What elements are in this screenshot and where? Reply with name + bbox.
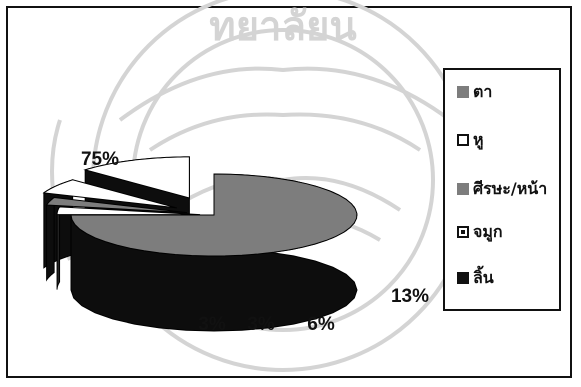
legend-label: จมูก <box>473 221 503 241</box>
data-label-1: 3% <box>198 314 226 335</box>
legend-item-3: จมูก <box>457 221 503 243</box>
legend-swatch <box>457 183 469 195</box>
pie-slice-1 <box>56 206 201 216</box>
legend-swatch <box>457 226 469 238</box>
pie-slice-side-1 <box>56 205 61 290</box>
legend-swatch <box>457 134 469 146</box>
pie-slice-0 <box>70 173 358 257</box>
legend-swatch <box>457 86 469 98</box>
data-label-2: 3% <box>247 314 275 335</box>
legend-swatch <box>457 272 469 284</box>
chart-legend: ตาหูศีรษะ/หน้าจมูกลิ้น <box>443 68 561 311</box>
legend-item-4: ลิ้น <box>457 267 494 289</box>
data-label-4: 13% <box>391 286 429 307</box>
data-label-3: 6% <box>307 314 335 335</box>
legend-label: ลิ้น <box>473 267 494 287</box>
pie-slice-side-2 <box>46 196 55 282</box>
legend-item-1: หู <box>457 129 484 151</box>
legend-label: ศีรษะ/หน้า <box>473 178 548 198</box>
pie-slice-2 <box>45 197 188 214</box>
legend-item-2: ศีรษะ/หน้า <box>457 178 547 200</box>
pie-slice-4 <box>83 156 190 199</box>
legend-item-0: ตา <box>457 81 492 103</box>
data-label-0: 75% <box>81 149 119 170</box>
legend-label: ตา <box>473 81 493 101</box>
legend-label: หู <box>473 129 484 149</box>
pie-slice-3 <box>42 179 177 209</box>
